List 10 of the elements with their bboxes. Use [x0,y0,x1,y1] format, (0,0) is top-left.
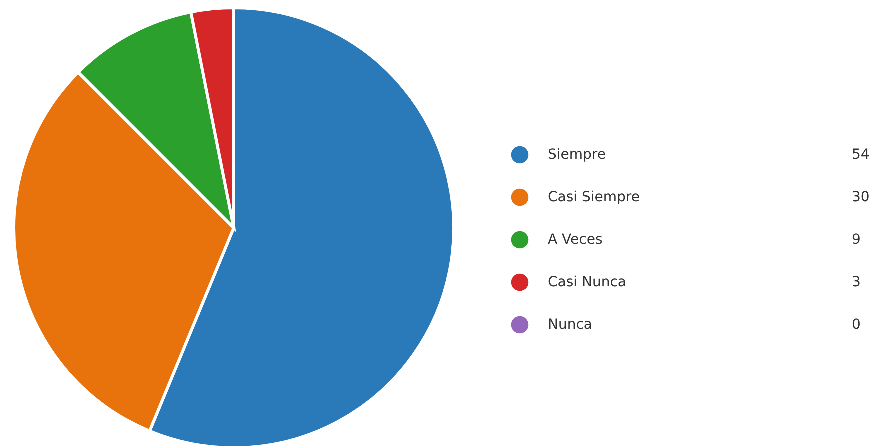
legend-label: Siempre [548,147,606,163]
data-label: 9 [852,232,861,248]
data-label: 54 [852,147,870,163]
legend-label: A Veces [548,232,603,248]
legend-label: Nunca [548,317,592,333]
text: 0 [852,317,861,333]
data-label: 30 [852,190,870,206]
legend-label: Casi Nunca [548,274,626,290]
legend-label: Casi Siempre [548,190,640,206]
data-label: 3 [852,274,861,290]
